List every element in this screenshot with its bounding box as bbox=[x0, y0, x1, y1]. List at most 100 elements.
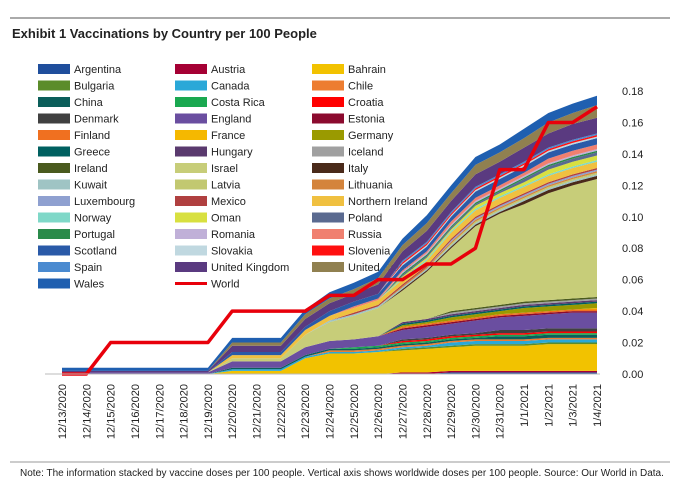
y-tick-label: 0.16 bbox=[622, 117, 643, 129]
legend-swatch bbox=[312, 212, 344, 223]
legend-label: Austria bbox=[211, 64, 246, 76]
area bbox=[62, 95, 597, 371]
legend-swatch bbox=[312, 229, 344, 239]
legend-swatch bbox=[312, 80, 344, 91]
legend-swatch bbox=[38, 278, 70, 289]
legend-label: Croatia bbox=[348, 97, 384, 109]
legend-label: World bbox=[211, 279, 240, 291]
y-tick-label: 0.14 bbox=[622, 149, 643, 161]
legend-label: Israel bbox=[211, 163, 238, 175]
legend-label: Northern Ireland bbox=[348, 196, 428, 208]
legend-swatch bbox=[312, 262, 344, 272]
legend-label: Slovakia bbox=[211, 246, 253, 258]
legend-swatch bbox=[312, 196, 344, 206]
y-tick-label: 0.10 bbox=[622, 212, 643, 224]
x-tick-label: 12/27/2020 bbox=[397, 384, 409, 439]
x-tick-label: 12/23/2020 bbox=[300, 384, 312, 439]
legend-swatch bbox=[175, 229, 207, 239]
y-tick-label: 0.02 bbox=[622, 338, 643, 350]
x-tick-label: 1/1/2021 bbox=[519, 384, 531, 427]
legend-label: Norway bbox=[74, 213, 112, 225]
x-tick-label: 1/3/2021 bbox=[568, 384, 580, 427]
legend-label: United Kingdom bbox=[211, 262, 289, 274]
legend-swatch bbox=[38, 179, 70, 190]
legend-label: Russia bbox=[348, 229, 383, 241]
x-tick-label: 12/15/2020 bbox=[106, 384, 118, 439]
legend-swatch bbox=[175, 262, 207, 272]
legend-swatch bbox=[38, 212, 70, 223]
y-tick-label: 0.04 bbox=[622, 306, 643, 318]
legend-label: Slovenia bbox=[348, 246, 391, 258]
x-tick-label: 12/17/2020 bbox=[154, 384, 166, 439]
legend-label: Kuwait bbox=[74, 180, 107, 192]
area bbox=[62, 370, 597, 374]
x-tick-label: 12/25/2020 bbox=[349, 384, 361, 439]
legend-label: Bahrain bbox=[348, 64, 386, 76]
x-tick-label: 12/26/2020 bbox=[373, 384, 385, 439]
x-tick-label: 12/29/2020 bbox=[446, 384, 458, 439]
x-tick-label: 12/19/2020 bbox=[203, 384, 215, 439]
legend-swatch bbox=[175, 179, 207, 190]
legend-label: Luxembourg bbox=[74, 196, 135, 208]
legend-label: Italy bbox=[348, 163, 369, 175]
legend-label: Germany bbox=[348, 130, 394, 142]
x-tick-label: 1/2/2021 bbox=[543, 384, 555, 427]
legend-swatch bbox=[38, 229, 70, 239]
area bbox=[62, 344, 597, 374]
note: Note: The information stacked by vaccine… bbox=[20, 468, 664, 479]
legend-swatch bbox=[175, 163, 207, 173]
legend-label: Oman bbox=[211, 213, 241, 225]
legend-swatch bbox=[38, 80, 70, 91]
legend-label: England bbox=[211, 114, 251, 126]
legend-label: Scotland bbox=[74, 246, 117, 258]
y-tick-label: 0.06 bbox=[622, 275, 643, 287]
area bbox=[62, 161, 597, 373]
x-tick-label: 12/21/2020 bbox=[252, 384, 264, 439]
legend-swatch bbox=[38, 196, 70, 206]
legend-swatch bbox=[38, 163, 70, 173]
legend-label: Ireland bbox=[74, 163, 108, 175]
legend-label: Denmark bbox=[74, 114, 119, 126]
line bbox=[62, 105, 598, 376]
legend-label: Argentina bbox=[74, 64, 122, 76]
legend-label: Mexico bbox=[211, 196, 246, 208]
legend-swatch bbox=[38, 130, 70, 140]
legend-label: China bbox=[74, 97, 104, 109]
legend-swatch bbox=[175, 80, 207, 91]
area bbox=[62, 312, 597, 374]
legend-label: Wales bbox=[74, 279, 105, 291]
legend-swatch bbox=[38, 262, 70, 272]
legend-label: Hungary bbox=[211, 147, 253, 159]
legend-label: Canada bbox=[211, 81, 250, 93]
legend-label: Chile bbox=[348, 81, 373, 93]
legend-swatch bbox=[312, 113, 344, 124]
legend-label: Estonia bbox=[348, 114, 386, 126]
x-tick-label: 12/31/2020 bbox=[495, 384, 507, 439]
legend-label: Lithuania bbox=[348, 180, 394, 192]
y-tick-label: 0.18 bbox=[622, 86, 643, 98]
x-tick-label: 12/16/2020 bbox=[130, 384, 142, 439]
legend-label: Bulgaria bbox=[74, 81, 115, 93]
legend-swatch bbox=[312, 146, 344, 157]
legend-swatch bbox=[175, 130, 207, 140]
x-tick-label: 12/20/2020 bbox=[227, 384, 239, 439]
area bbox=[62, 303, 597, 373]
legend-swatch bbox=[175, 113, 207, 124]
chart-title: Exhibit 1 Vaccinations by Country per 10… bbox=[12, 26, 317, 41]
legend-swatch bbox=[38, 64, 70, 74]
legend-swatch bbox=[312, 163, 344, 173]
legend-swatch bbox=[38, 146, 70, 157]
legend-swatch bbox=[312, 245, 344, 256]
x-tick-label: 12/14/2020 bbox=[81, 384, 93, 439]
x-tick-label: 12/30/2020 bbox=[470, 384, 482, 439]
legend-swatch bbox=[38, 245, 70, 256]
legend-swatch bbox=[38, 97, 70, 107]
legend-swatch bbox=[38, 113, 70, 124]
legend-label: France bbox=[211, 130, 245, 142]
area bbox=[62, 179, 597, 373]
y-tick-label: 0.12 bbox=[622, 180, 643, 192]
legend-label: Costa Rica bbox=[211, 97, 266, 109]
legend-label: Greece bbox=[74, 147, 110, 159]
x-tick-label: 12/22/2020 bbox=[276, 384, 288, 439]
legend-label: Spain bbox=[74, 262, 102, 274]
